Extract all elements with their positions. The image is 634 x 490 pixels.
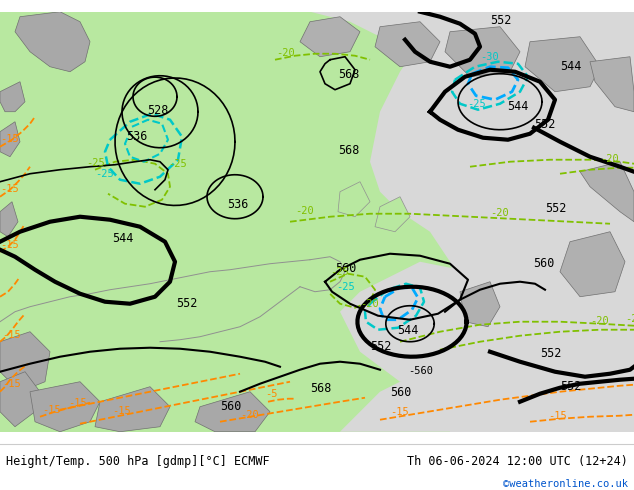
Text: -25: -25 [336, 282, 355, 292]
Polygon shape [580, 162, 634, 221]
Text: -15: -15 [112, 406, 131, 416]
Text: -15: -15 [0, 240, 19, 250]
Text: 544: 544 [112, 232, 133, 245]
Text: 568: 568 [310, 382, 332, 395]
Text: Height/Temp. 500 hPa [gdmp][°C] ECMWF: Height/Temp. 500 hPa [gdmp][°C] ECMWF [6, 455, 270, 467]
Text: 536: 536 [126, 130, 147, 143]
Text: 544: 544 [560, 60, 581, 73]
Text: -15: -15 [42, 405, 61, 415]
Polygon shape [445, 27, 520, 77]
Polygon shape [450, 312, 634, 432]
Text: -30: -30 [480, 52, 499, 62]
Text: 560: 560 [533, 257, 554, 270]
Text: -15: -15 [0, 134, 19, 144]
Text: 536: 536 [227, 198, 249, 211]
Polygon shape [590, 57, 634, 112]
Text: 552: 552 [176, 297, 197, 310]
Text: -20: -20 [276, 48, 295, 58]
Text: -15: -15 [548, 411, 567, 421]
Text: 544: 544 [397, 324, 418, 337]
Polygon shape [0, 372, 40, 427]
Polygon shape [340, 262, 490, 382]
Text: -560: -560 [408, 366, 433, 376]
Text: -5: -5 [265, 389, 278, 399]
Polygon shape [15, 12, 90, 72]
Text: -20: -20 [295, 206, 314, 216]
Polygon shape [560, 232, 625, 297]
Polygon shape [525, 37, 600, 92]
Polygon shape [460, 282, 500, 327]
Text: 544: 544 [507, 100, 528, 113]
Text: -25: -25 [330, 267, 349, 277]
Text: 568: 568 [338, 68, 359, 81]
Text: 552: 552 [560, 380, 581, 392]
Polygon shape [0, 122, 20, 157]
Polygon shape [290, 12, 634, 132]
Text: -20: -20 [600, 154, 619, 164]
Text: -25: -25 [95, 169, 113, 179]
Polygon shape [500, 12, 634, 192]
Text: -25: -25 [86, 158, 105, 168]
Text: -15: -15 [0, 184, 19, 194]
Text: Th 06-06-2024 12:00 UTC (12+24): Th 06-06-2024 12:00 UTC (12+24) [407, 455, 628, 467]
Text: -20: -20 [625, 314, 634, 324]
Polygon shape [338, 182, 370, 217]
Text: 560: 560 [335, 262, 356, 275]
Polygon shape [30, 382, 100, 432]
Polygon shape [455, 152, 634, 432]
Polygon shape [0, 332, 50, 392]
Text: -25: -25 [168, 159, 187, 169]
Text: 560: 560 [390, 386, 411, 399]
Text: -15: -15 [2, 379, 21, 389]
Polygon shape [0, 82, 25, 112]
Text: 528: 528 [147, 104, 169, 117]
Text: -15: -15 [2, 330, 21, 340]
Text: 552: 552 [490, 14, 512, 27]
Text: -25: -25 [467, 98, 486, 109]
Text: ©weatheronline.co.uk: ©weatheronline.co.uk [503, 479, 628, 490]
Text: 560: 560 [220, 400, 242, 413]
Text: 568: 568 [338, 144, 359, 157]
Text: -20: -20 [590, 316, 609, 326]
Text: -20: -20 [360, 299, 378, 309]
Text: -15: -15 [68, 398, 87, 408]
Polygon shape [95, 387, 170, 432]
Polygon shape [0, 202, 18, 237]
Text: -15: -15 [390, 407, 409, 416]
Polygon shape [300, 17, 360, 57]
Polygon shape [195, 392, 270, 432]
Text: 552: 552 [534, 118, 555, 131]
Polygon shape [340, 12, 634, 432]
Text: 552: 552 [370, 340, 391, 353]
Text: -20: -20 [240, 410, 259, 420]
Text: 552: 552 [540, 347, 561, 360]
Polygon shape [375, 196, 410, 232]
Polygon shape [375, 22, 440, 67]
Text: 552: 552 [545, 202, 566, 215]
Text: -20: -20 [490, 208, 508, 218]
